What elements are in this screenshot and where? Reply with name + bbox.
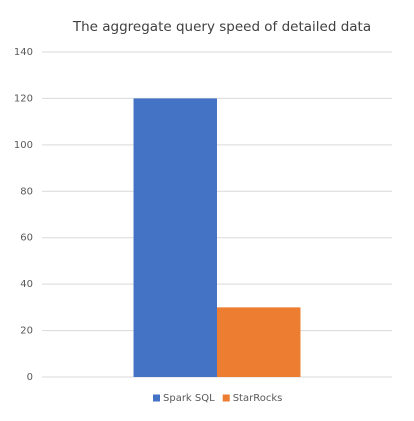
y-tick-label: 100 (14, 140, 33, 151)
legend-label: StarRocks (233, 393, 283, 404)
chart-title: The aggregate query speed of detailed da… (72, 19, 371, 35)
legend-label: Spark SQL (163, 393, 215, 404)
bar (217, 307, 301, 377)
y-tick-label: 40 (20, 279, 33, 290)
legend-swatch (222, 394, 230, 402)
y-tick-label: 0 (27, 372, 33, 383)
y-tick-label: 20 (20, 326, 33, 337)
y-tick-label: 140 (14, 47, 33, 58)
bar (133, 98, 217, 377)
y-tick-label: 80 (20, 186, 33, 197)
legend-swatch (153, 394, 160, 402)
y-tick-label: 60 (20, 233, 33, 244)
y-tick-label: 120 (14, 93, 33, 104)
